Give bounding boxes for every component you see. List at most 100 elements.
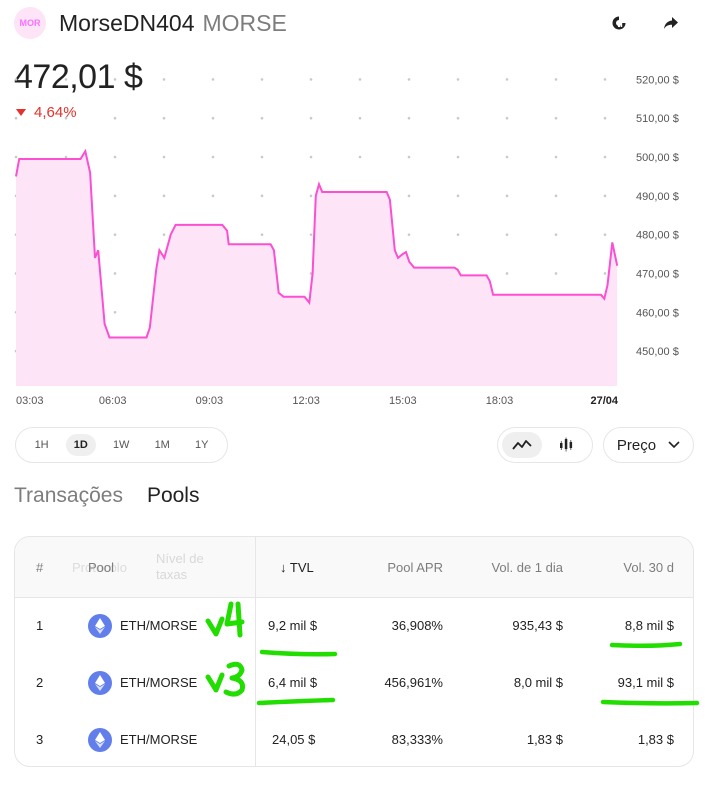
token-logo: MOR <box>14 7 46 39</box>
candlestick-chart-button[interactable] <box>546 432 586 458</box>
grid-dot <box>113 194 117 198</box>
range-1y-button[interactable]: 1Y <box>194 439 209 451</box>
grid-dot <box>309 116 313 120</box>
grid-dot <box>554 194 558 198</box>
arrow-down-icon: ↓ <box>280 560 287 575</box>
grid-dot <box>505 272 509 275</box>
x-tick-label: 06:03 <box>99 395 127 407</box>
row-apr: 83,333% <box>391 732 443 747</box>
grid-dot <box>505 155 509 159</box>
x-tick-label: 15:03 <box>389 395 417 407</box>
range-1d-button[interactable]: 1D <box>65 434 96 456</box>
chart-line <box>15 148 619 339</box>
price-change: 4,64% <box>16 104 77 121</box>
tab-pools[interactable]: Pools <box>146 484 200 507</box>
y-tick-label: 510,00 $ <box>636 113 679 125</box>
range-1m-button[interactable]: 1M <box>154 439 170 451</box>
col-header-tvl[interactable]: ↓ TVL <box>280 560 314 575</box>
grid-dot <box>14 155 18 159</box>
grid-dot <box>162 78 166 81</box>
grid-dot <box>456 233 460 236</box>
grid-dot <box>407 78 411 81</box>
grid-dot <box>407 155 411 159</box>
col-header-tvl-label: TVL <box>289 560 314 575</box>
grid-dot <box>554 155 558 159</box>
grid-dot <box>407 194 411 198</box>
grid-dot <box>309 194 313 198</box>
metric-dropdown-label: Preço <box>616 436 657 454</box>
table-header: # Protocolo Pool Nível de taxas ↓ TVL Po… <box>15 537 693 598</box>
refresh-sync-icon[interactable] <box>606 10 632 36</box>
column-divider <box>255 537 256 766</box>
row-pool-name: ETH/MORSE <box>120 675 198 690</box>
grid-dot <box>456 116 460 120</box>
share-arrow-icon[interactable] <box>658 10 684 36</box>
y-tick-label: 460,00 $ <box>636 307 679 319</box>
col-header-fee-ghost: Nível de taxas <box>156 551 204 582</box>
grid-dot <box>113 272 117 275</box>
chevron-down-icon <box>668 441 680 449</box>
price-chart[interactable]: 520,00 $ 510,00 $ 500,00 $ 490,00 $ 480,00 $… <box>0 60 705 420</box>
grid-dot <box>64 78 68 81</box>
table-row[interactable]: 3 ETH/MORSE 24,05 $ 83,333% 1,83 $ 1,83 … <box>15 712 693 766</box>
grid-dot <box>505 116 509 120</box>
grid-dot <box>113 155 117 159</box>
grid-dot <box>162 233 166 236</box>
y-tick-label: 480,00 $ <box>636 230 679 242</box>
grid-dot <box>309 155 313 159</box>
grid-dot <box>505 78 509 81</box>
row-tvl: 9,2 mil $ <box>268 618 318 633</box>
col-header-protocol-ghost: Protocolo <box>72 560 127 575</box>
grid-dot <box>603 78 607 81</box>
x-tick-label: 03:03 <box>16 395 44 407</box>
col-header-vol30d[interactable]: Vol. 30 d <box>623 560 674 575</box>
y-tick-label: 450,00 $ <box>636 346 679 358</box>
grid-dot <box>505 194 509 198</box>
grid-dot <box>603 116 607 120</box>
pools-table: # Protocolo Pool Nível de taxas ↓ TVL Po… <box>14 536 694 767</box>
tab-transactions[interactable]: Transações <box>14 484 123 507</box>
line-chart-icon <box>512 440 532 450</box>
x-tick-label: 18:03 <box>486 395 514 407</box>
chart-area <box>16 151 618 386</box>
ethereum-icon <box>88 728 112 752</box>
grid-dot <box>358 78 362 81</box>
row-vol30d: 93,1 mil $ <box>617 675 674 690</box>
range-1h-button[interactable]: 1H <box>34 439 49 451</box>
token-symbol: MORSE <box>202 9 287 36</box>
metric-dropdown[interactable]: Preço <box>603 427 694 463</box>
row-index: 2 <box>36 675 44 690</box>
grid-dot <box>603 194 607 198</box>
x-tick-label: 09:03 <box>196 395 224 407</box>
grid-dot <box>14 116 18 120</box>
row-apr: 36,908% <box>391 618 443 633</box>
grid-dot <box>260 116 264 120</box>
grid-dot <box>505 233 509 236</box>
col-header-pool[interactable]: Pool <box>88 560 115 575</box>
grid-dot <box>554 272 558 275</box>
ethereum-icon <box>88 671 112 695</box>
table-row[interactable]: 2 ETH/MORSE 6,4 mil $ 456,961% 8,0 mil $… <box>15 655 693 712</box>
price-change-value: 4,64% <box>34 104 77 121</box>
grid-dot <box>113 116 117 120</box>
grid-dot <box>162 194 166 198</box>
row-tvl: 24,05 $ <box>272 732 316 747</box>
row-apr: 456,961% <box>384 675 443 690</box>
x-tick-label: 12:03 <box>292 395 320 407</box>
line-chart-button[interactable] <box>502 432 542 458</box>
token-logo-text: MOR <box>19 18 41 28</box>
y-axis-labels: 520,00 $ 510,00 $ 500,00 $ 490,00 $ 480,00 $… <box>636 74 679 358</box>
grid-dot <box>113 233 117 236</box>
range-1w-button[interactable]: 1W <box>112 439 130 451</box>
grid-dot <box>211 194 215 198</box>
y-tick-label: 500,00 $ <box>636 152 679 164</box>
col-header-vol1d[interactable]: Vol. de 1 dia <box>491 560 563 575</box>
table-row[interactable]: 1 ETH/MORSE 9,2 mil $ 36,908% 935,43 $ 8… <box>15 598 693 655</box>
x-tick-label: 27/04 <box>590 395 618 407</box>
y-tick-label: 470,00 $ <box>636 268 679 280</box>
token-name: MorseDN404 <box>59 9 195 36</box>
row-index: 1 <box>36 618 44 633</box>
col-header-apr[interactable]: Pool APR <box>387 560 443 575</box>
grid-dot <box>309 78 313 81</box>
grid-dot <box>211 116 215 120</box>
